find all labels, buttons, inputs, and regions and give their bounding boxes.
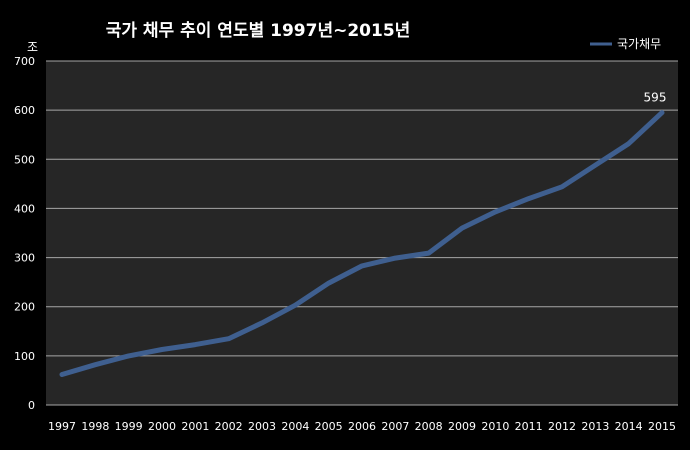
x-tick-label: 2002 bbox=[215, 420, 243, 433]
x-tick-label: 1999 bbox=[115, 420, 143, 433]
y-axis-ticks: 0 100 200 300 400 500 600 700 bbox=[14, 55, 35, 412]
plot-area bbox=[46, 61, 678, 405]
x-tick-label: 2001 bbox=[181, 420, 209, 433]
x-tick-label: 2007 bbox=[381, 420, 409, 433]
data-label: 595 bbox=[644, 91, 667, 105]
x-tick-label: 2014 bbox=[615, 420, 643, 433]
gridlines bbox=[46, 60, 678, 406]
y-tick-label: 500 bbox=[14, 153, 35, 166]
x-tick-label: 2015 bbox=[648, 420, 676, 433]
chart-title: 국가 채무 추이 연도별 1997년~2015년 bbox=[106, 21, 411, 41]
y-tick-label: 0 bbox=[28, 399, 35, 412]
y-tick-label: 600 bbox=[14, 104, 35, 117]
y-unit-label: 조 bbox=[27, 40, 38, 54]
legend-entry: 국가채무 bbox=[617, 37, 661, 51]
y-tick-label: 700 bbox=[14, 55, 35, 68]
legend: 국가채무 bbox=[590, 37, 661, 51]
x-tick-label: 2005 bbox=[315, 420, 343, 433]
x-tick-label: 1997 bbox=[48, 420, 76, 433]
y-tick-label: 100 bbox=[14, 350, 35, 363]
x-tick-label: 2000 bbox=[148, 420, 176, 433]
series-line-0 bbox=[59, 110, 665, 377]
x-tick-label: 2004 bbox=[281, 420, 309, 433]
y-tick-label: 400 bbox=[14, 202, 35, 215]
series-group bbox=[59, 110, 665, 377]
x-tick-label: 2009 bbox=[448, 420, 476, 433]
y-tick-label: 300 bbox=[14, 252, 35, 265]
data-labels: 595 bbox=[644, 91, 667, 105]
x-axis-ticks: 1997 1998 1999 2000 2001 2002 2003 2004 2005 2006… bbox=[48, 420, 676, 433]
x-tick-label: 2013 bbox=[581, 420, 609, 433]
x-tick-label: 2011 bbox=[515, 420, 543, 433]
x-tick-label: 2008 bbox=[415, 420, 443, 433]
x-tick-label: 2006 bbox=[348, 420, 376, 433]
x-tick-label: 1998 bbox=[81, 420, 109, 433]
x-tick-label: 2012 bbox=[548, 420, 576, 433]
x-tick-label: 2010 bbox=[481, 420, 509, 433]
x-tick-label: 2003 bbox=[248, 420, 276, 433]
y-tick-label: 200 bbox=[14, 301, 35, 314]
